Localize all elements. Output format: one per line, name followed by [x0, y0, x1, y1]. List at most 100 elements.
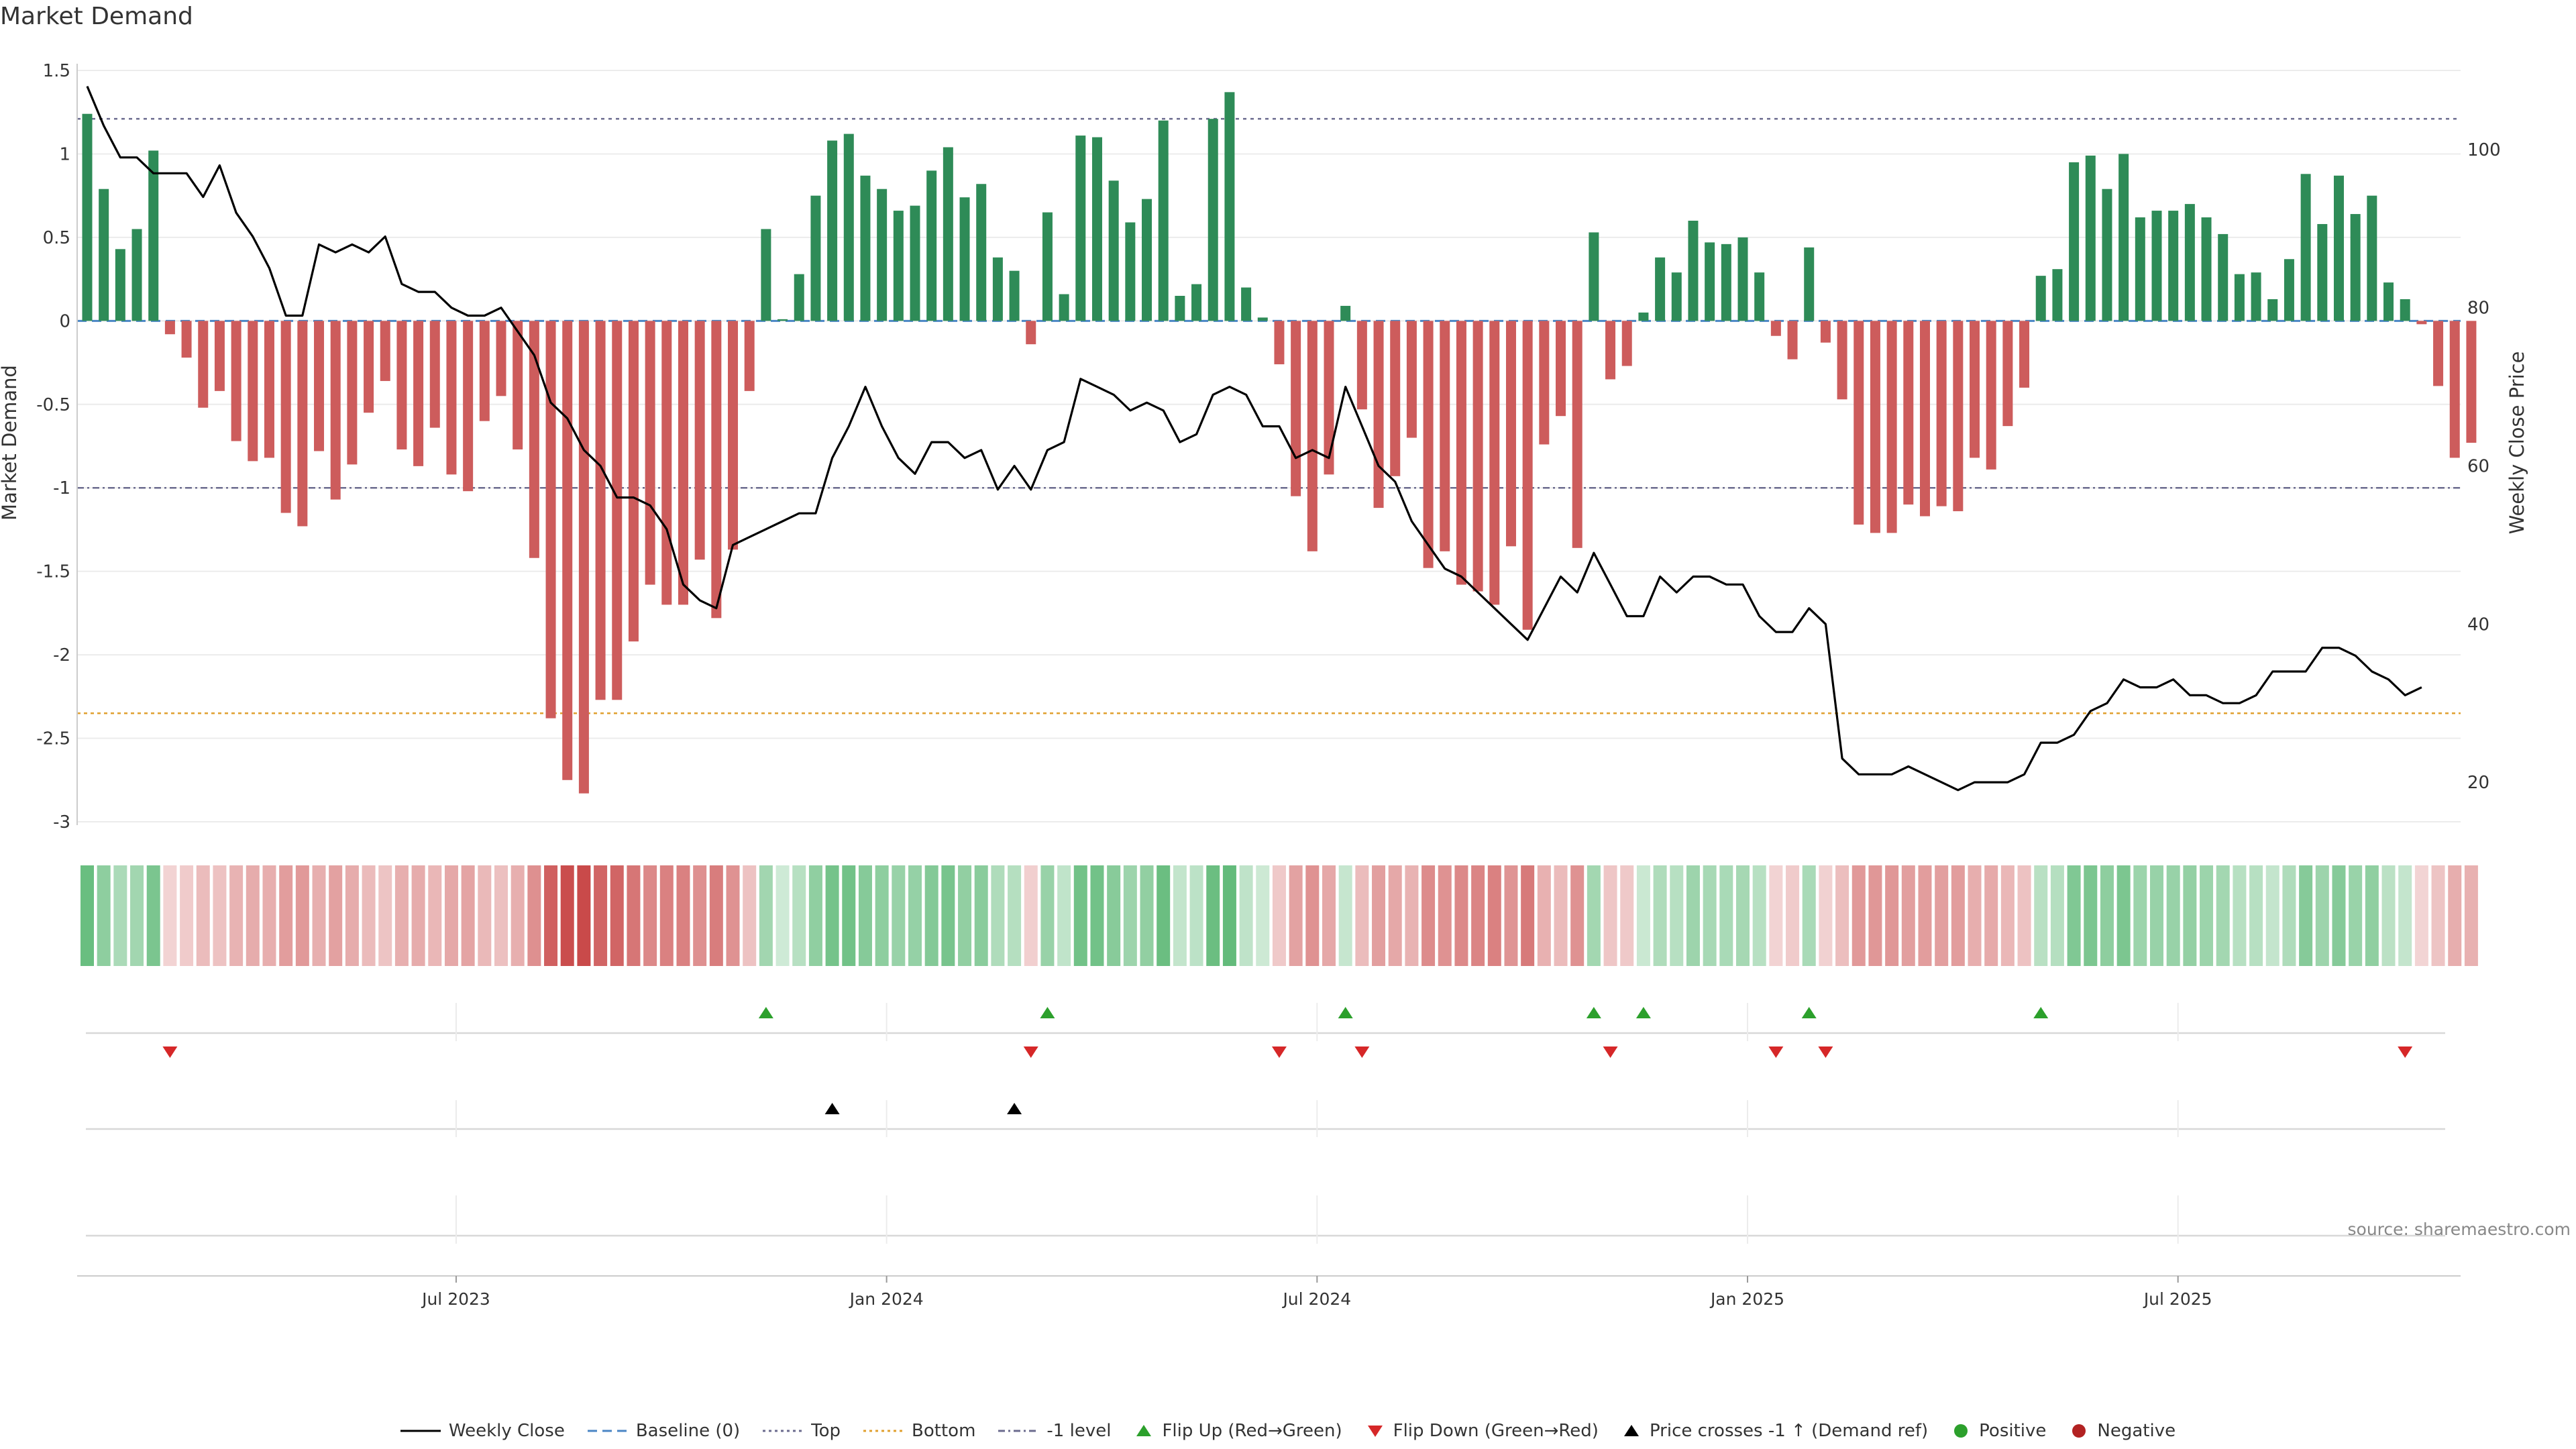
legend-label: Top	[811, 1421, 841, 1441]
demand-bar	[1423, 321, 1434, 568]
heat-cell	[1636, 865, 1650, 966]
demand-bar	[562, 321, 573, 780]
demand-bar	[396, 321, 407, 449]
demand-bar	[1919, 321, 1930, 517]
heat-cell	[461, 865, 475, 966]
y2-axis-label: Weekly Close Price	[2506, 352, 2528, 535]
legend-item-minus-one: -1 level	[998, 1421, 1111, 1441]
demand-bar	[1721, 244, 1731, 321]
legend-item-positive: Positive	[1951, 1421, 2046, 1441]
demand-bar	[446, 321, 457, 475]
x-tick-label: Jan 2024	[849, 1289, 924, 1309]
heat-cell	[759, 865, 773, 966]
demand-bar	[761, 229, 771, 321]
heat-cell	[1024, 865, 1038, 966]
heat-cell	[2133, 865, 2147, 966]
heat-cell	[2150, 865, 2163, 966]
line-swatch-icon	[400, 1422, 441, 1440]
triangle-up-icon	[1134, 1422, 1154, 1440]
demand-bar	[164, 321, 175, 335]
heat-cell	[974, 865, 988, 966]
demand-bar	[99, 189, 109, 321]
demand-bar	[1953, 321, 1964, 512]
demand-bar	[1522, 321, 1533, 630]
heat-cell	[693, 865, 707, 966]
heat-cell	[1984, 865, 1998, 966]
demand-bar	[1009, 270, 1020, 321]
demand-bar	[1787, 321, 1798, 360]
heat-cell	[991, 865, 1005, 966]
demand-bar	[2184, 204, 2195, 321]
heat-cell	[130, 865, 144, 966]
heat-cell	[146, 865, 160, 966]
heat-cell	[2166, 865, 2180, 966]
heat-cell	[792, 865, 806, 966]
demand-bar	[2019, 321, 2030, 388]
demand-bar	[1754, 272, 1765, 321]
demand-bar	[413, 321, 424, 466]
demand-bar	[2300, 174, 2311, 321]
demand-bar	[380, 321, 390, 381]
heat-cell	[2067, 865, 2081, 966]
heat-cell	[2381, 865, 2396, 966]
demand-bar	[2433, 321, 2444, 386]
demand-bar	[1158, 120, 1169, 321]
demand-bar	[148, 150, 159, 321]
demand-bar	[860, 175, 871, 321]
demand-bar	[1770, 321, 1781, 336]
y-tick-label: -3	[53, 812, 70, 833]
flip-up-marker	[1040, 1007, 1055, 1018]
heat-cell	[2116, 865, 2131, 966]
heat-cell	[1289, 865, 1303, 966]
heat-cell	[1786, 865, 1800, 966]
demand-bar	[2135, 217, 2145, 321]
x-tick-label: Jul 2024	[1281, 1289, 1351, 1309]
demand-bar	[2035, 276, 2046, 321]
demand-bar	[1274, 321, 1285, 365]
heat-cell	[958, 865, 972, 966]
heat-cell	[1073, 865, 1087, 966]
demand-bar	[1373, 321, 1384, 508]
heat-cell	[2282, 865, 2296, 966]
legend-item-price-cross: Price crosses -1 ↑ (Demand ref)	[1621, 1421, 1928, 1441]
heat-cell	[1438, 865, 1452, 966]
heat-cell	[2017, 865, 2031, 966]
heat-cell	[2084, 865, 2098, 966]
demand-bar	[496, 321, 506, 396]
heat-cell	[2000, 865, 2015, 966]
demand-bar	[1042, 212, 1053, 321]
y2-tick-label: 80	[2467, 299, 2489, 319]
demand-bar	[2052, 269, 2063, 321]
legend-label: Positive	[1979, 1421, 2047, 1441]
heat-cell	[180, 865, 194, 966]
demand-bar	[1854, 321, 1864, 525]
flip-down-marker	[1023, 1046, 1038, 1058]
heat-cell	[213, 865, 227, 966]
heat-cell	[709, 865, 723, 966]
demand-bar	[1605, 321, 1616, 380]
demand-bar	[1175, 296, 1185, 321]
legend-item-baseline: Baseline (0)	[587, 1421, 740, 1441]
chart-title: Market Demand	[0, 3, 193, 30]
demand-bar	[2118, 154, 2129, 321]
heat-cell	[428, 865, 442, 966]
heat-cell	[1504, 865, 1518, 966]
x-tick-label: Jul 2023	[421, 1289, 490, 1309]
demand-bar	[2234, 274, 2245, 321]
heat-cell	[1951, 865, 1965, 966]
flip-up-marker	[1586, 1007, 1601, 1018]
demand-bar	[1489, 321, 1500, 605]
demand-bar	[728, 321, 739, 550]
heat-cell	[2034, 865, 2048, 966]
demand-bar	[1837, 321, 1847, 400]
flip-up-marker	[2033, 1007, 2049, 1018]
demand-bar	[2416, 321, 2427, 325]
heat-cell	[1107, 865, 1121, 966]
demand-bar	[214, 321, 225, 391]
demand-bar	[2267, 299, 2278, 321]
heat-cell	[643, 865, 657, 966]
heat-cell	[594, 865, 608, 966]
heat-cell	[1256, 865, 1270, 966]
demand-bar	[231, 321, 241, 441]
demand-bar	[1291, 321, 1301, 496]
